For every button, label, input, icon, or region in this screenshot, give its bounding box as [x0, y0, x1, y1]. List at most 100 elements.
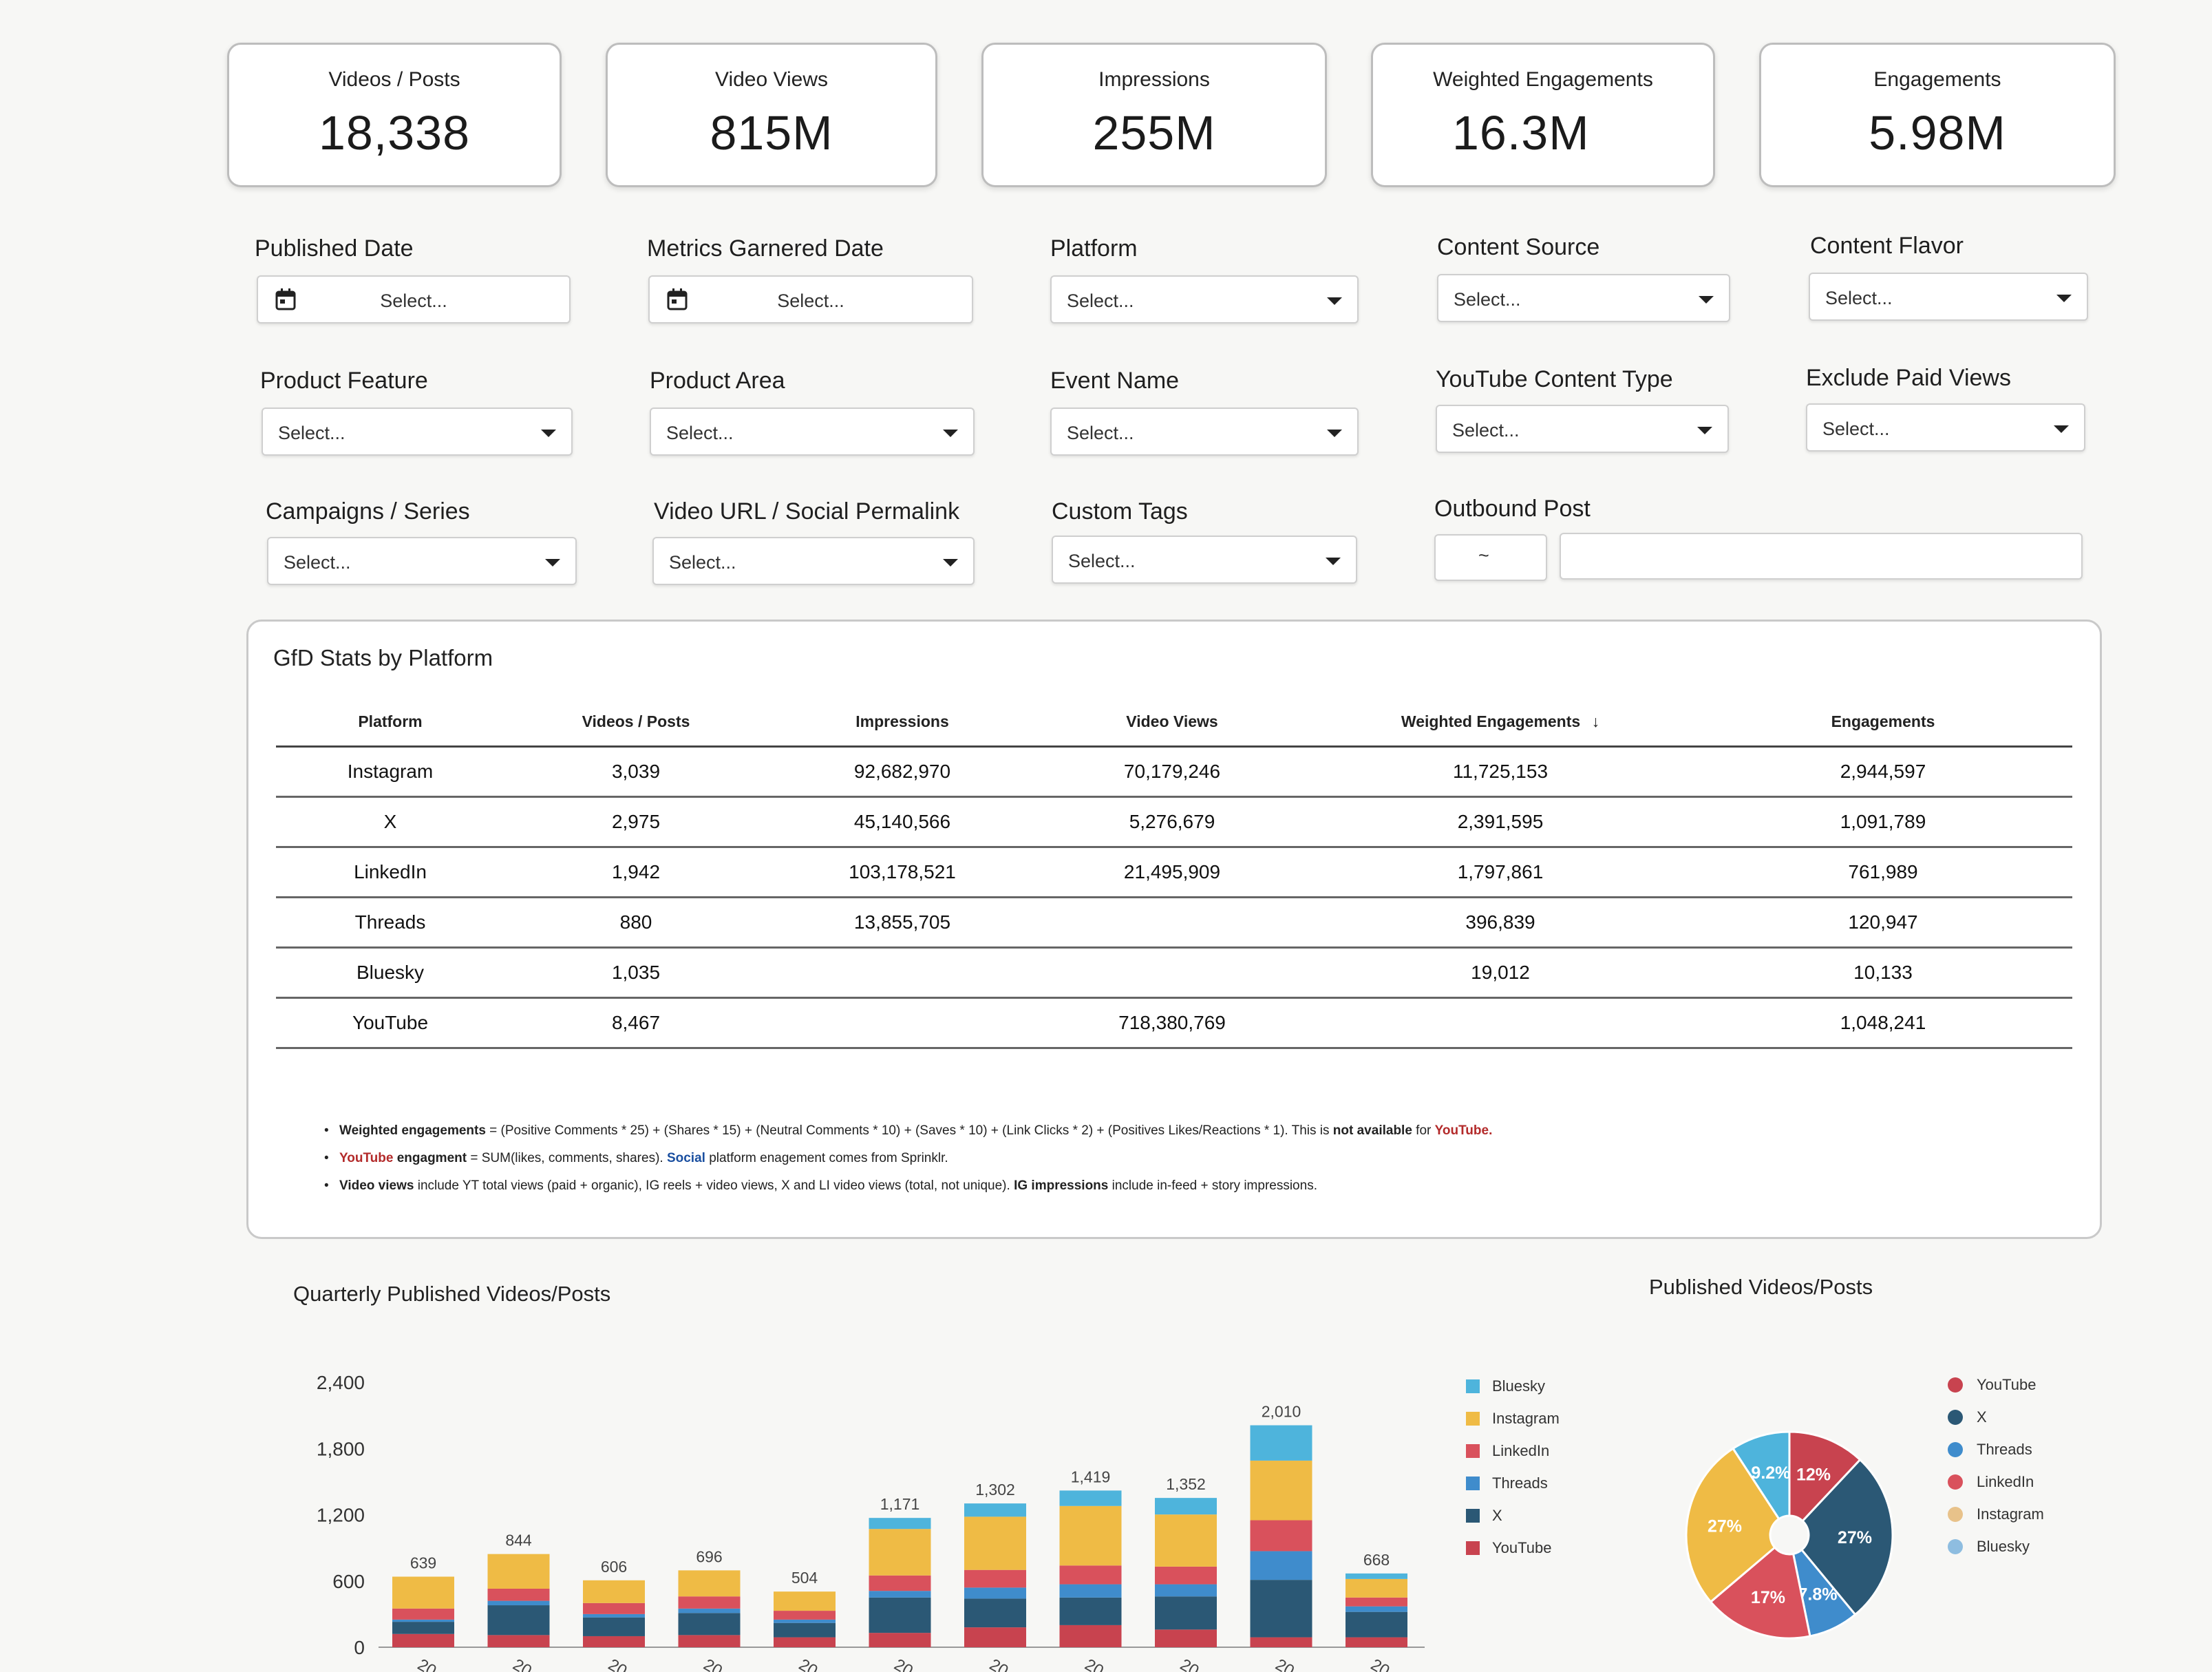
- bar-segment[interactable]: [583, 1613, 645, 1618]
- pie-slice[interactable]: [1709, 1546, 1811, 1640]
- bar-segment[interactable]: [392, 1622, 454, 1634]
- bar-segment[interactable]: [583, 1636, 645, 1647]
- bar-segment[interactable]: [1346, 1578, 1407, 1598]
- bar-segment[interactable]: [1346, 1597, 1407, 1607]
- bar-segment[interactable]: [1155, 1584, 1217, 1597]
- bar-segment[interactable]: [678, 1613, 741, 1636]
- bar-segment[interactable]: [583, 1580, 645, 1603]
- bar-segment[interactable]: [869, 1597, 931, 1633]
- bar-segment[interactable]: [1346, 1573, 1407, 1579]
- bar-segment[interactable]: [964, 1598, 1026, 1628]
- column-header-video-views[interactable]: Video Views: [1037, 697, 1307, 748]
- bar-segment[interactable]: [1155, 1498, 1217, 1515]
- legend-item[interactable]: Instagram: [1948, 1498, 2044, 1530]
- pie-slice[interactable]: [1788, 1430, 1862, 1523]
- bar-segment[interactable]: [1250, 1425, 1312, 1461]
- bar-segment[interactable]: [678, 1635, 741, 1647]
- legend-item[interactable]: X: [1466, 1499, 1560, 1532]
- column-header-platform[interactable]: Platform: [276, 697, 504, 748]
- content-flavor-select[interactable]: Select...: [1809, 273, 2088, 321]
- legend-item[interactable]: Instagram: [1466, 1402, 1560, 1435]
- legend-item[interactable]: YouTube: [1466, 1532, 1560, 1564]
- bar-segment[interactable]: [1346, 1637, 1407, 1647]
- legend-item[interactable]: Threads: [1948, 1433, 2044, 1465]
- legend-item[interactable]: YouTube: [1948, 1368, 2044, 1401]
- bar-segment[interactable]: [964, 1587, 1026, 1599]
- bar-segment[interactable]: [1059, 1565, 1122, 1585]
- column-header-weighted-engagements[interactable]: Weighted Engagements ↓: [1307, 697, 1694, 748]
- table-row[interactable]: X 2,975 45,140,566 5,276,679 2,391,595 1,091,…: [276, 796, 2072, 848]
- legend-item[interactable]: X: [1948, 1401, 2044, 1433]
- bar-segment[interactable]: [774, 1622, 836, 1638]
- outbound-post-input[interactable]: [1560, 533, 2083, 580]
- legend-item[interactable]: Bluesky: [1466, 1370, 1560, 1402]
- bar-segment[interactable]: [869, 1529, 931, 1576]
- published-date-picker[interactable]: Select...: [257, 275, 571, 324]
- table-row[interactable]: YouTube 8,467 718,380,769 1,048,241: [276, 997, 2072, 1049]
- bar-segment[interactable]: [678, 1570, 741, 1597]
- legend-item[interactable]: Bluesky: [1948, 1530, 2044, 1563]
- bar-segment[interactable]: [964, 1516, 1026, 1570]
- bar-segment[interactable]: [774, 1591, 836, 1611]
- bar-segment[interactable]: [774, 1637, 836, 1647]
- bar-segment[interactable]: [1250, 1551, 1312, 1580]
- bar-segment[interactable]: [487, 1600, 550, 1606]
- bar-segment[interactable]: [964, 1627, 1026, 1647]
- bar-segment[interactable]: [774, 1619, 836, 1623]
- table-row[interactable]: Bluesky 1,035 19,012 10,133: [276, 947, 2072, 999]
- event-name-select[interactable]: Select...: [1050, 408, 1359, 456]
- bar-segment[interactable]: [1059, 1584, 1122, 1598]
- exclude-paid-views-select[interactable]: Select...: [1806, 403, 2085, 452]
- pie-slice[interactable]: [1731, 1430, 1791, 1521]
- column-header-engagements[interactable]: Engagements: [1694, 697, 2072, 748]
- table-row[interactable]: LinkedIn 1,942 103,178,521 21,495,909 1,797,…: [276, 847, 2072, 898]
- platform-select[interactable]: Select...: [1050, 275, 1359, 324]
- bar-segment[interactable]: [1250, 1520, 1312, 1552]
- youtube-content-type-select[interactable]: Select...: [1436, 405, 1729, 453]
- legend-item[interactable]: LinkedIn: [1466, 1435, 1560, 1467]
- bar-segment[interactable]: [487, 1554, 550, 1589]
- product-feature-select[interactable]: Select...: [262, 408, 573, 456]
- bar-segment[interactable]: [1155, 1596, 1217, 1630]
- bar-segment[interactable]: [869, 1591, 931, 1598]
- bar-segment[interactable]: [583, 1602, 645, 1614]
- bar-segment[interactable]: [392, 1633, 454, 1647]
- table-row[interactable]: Threads 880 13,855,705 396,839 120,947: [276, 897, 2072, 949]
- bar-segment[interactable]: [869, 1633, 931, 1647]
- legend-item[interactable]: LinkedIn: [1948, 1465, 2044, 1498]
- bar-segment[interactable]: [1346, 1611, 1407, 1638]
- metrics-garnered-date-picker[interactable]: Select...: [648, 275, 973, 324]
- bar-segment[interactable]: [392, 1608, 454, 1620]
- bar-segment[interactable]: [487, 1605, 550, 1636]
- bar-segment[interactable]: [1250, 1637, 1312, 1647]
- bar-segment[interactable]: [678, 1608, 741, 1613]
- bar-segment[interactable]: [1059, 1597, 1122, 1625]
- custom-tags-select[interactable]: Select...: [1052, 536, 1357, 584]
- bar-segment[interactable]: [487, 1588, 550, 1601]
- outbound-post-operator[interactable]: ~: [1434, 534, 1547, 581]
- legend-item[interactable]: Threads: [1466, 1467, 1560, 1499]
- bar-segment[interactable]: [678, 1596, 741, 1609]
- bar-segment[interactable]: [1250, 1460, 1312, 1521]
- bar-segment[interactable]: [1059, 1490, 1122, 1506]
- bar-segment[interactable]: [1059, 1505, 1122, 1566]
- bar-segment[interactable]: [1250, 1580, 1312, 1638]
- bar-segment[interactable]: [964, 1569, 1026, 1588]
- campaigns-series-select[interactable]: Select...: [267, 537, 577, 585]
- bar-segment[interactable]: [1155, 1629, 1217, 1647]
- product-area-select[interactable]: Select...: [650, 408, 975, 456]
- bar-segment[interactable]: [392, 1619, 454, 1622]
- video-url-select[interactable]: Select...: [652, 537, 975, 585]
- column-header-videos-posts[interactable]: Videos / Posts: [504, 697, 767, 748]
- bar-segment[interactable]: [1059, 1625, 1122, 1647]
- bar-segment[interactable]: [1155, 1514, 1217, 1567]
- content-source-select[interactable]: Select...: [1437, 274, 1730, 322]
- pie-slice[interactable]: [1685, 1447, 1780, 1604]
- bar-segment[interactable]: [1155, 1566, 1217, 1585]
- bar-segment[interactable]: [583, 1617, 645, 1636]
- bar-segment[interactable]: [774, 1611, 836, 1620]
- bar-segment[interactable]: [487, 1635, 550, 1647]
- bar-segment[interactable]: [869, 1518, 931, 1530]
- bar-segment[interactable]: [869, 1575, 931, 1591]
- table-row[interactable]: Instagram 3,039 92,682,970 70,179,246 11,725…: [276, 746, 2072, 798]
